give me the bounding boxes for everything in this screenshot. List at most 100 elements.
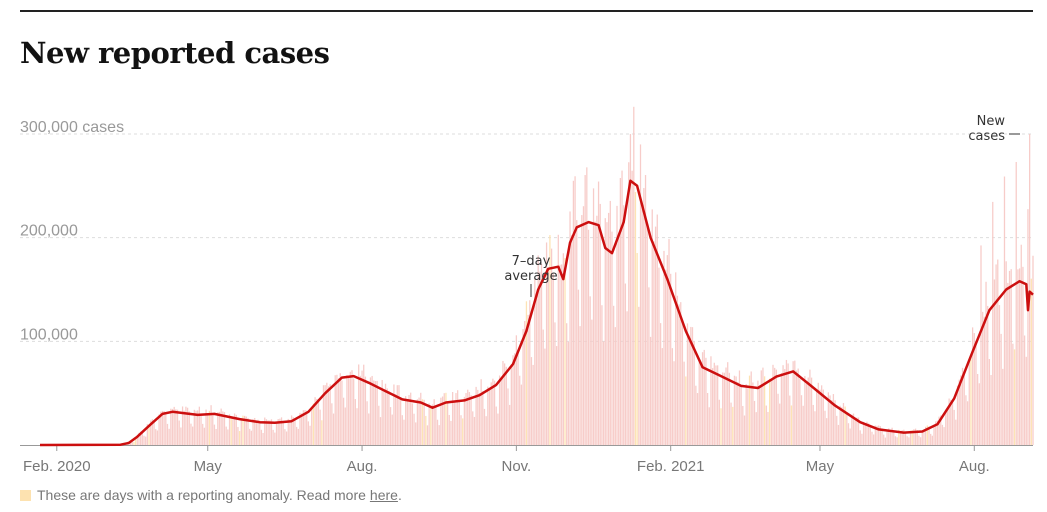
daily-case-bar — [832, 394, 835, 445]
daily-case-bar — [639, 144, 642, 445]
daily-case-bar — [747, 388, 749, 445]
daily-case-bar — [690, 326, 692, 445]
daily-case-bar — [503, 363, 506, 445]
daily-case-bar — [607, 212, 610, 445]
daily-case-bar — [720, 408, 722, 445]
daily-case-bar — [272, 429, 274, 445]
daily-case-bar — [866, 421, 868, 445]
daily-case-bar — [846, 413, 848, 445]
daily-case-bar — [925, 426, 927, 445]
daily-case-bar — [309, 425, 311, 445]
daily-case-bar — [701, 352, 704, 445]
daily-case-bar — [735, 376, 737, 445]
daily-case-bar — [1017, 269, 1019, 445]
daily-case-bar — [757, 380, 759, 445]
daily-case-bar — [192, 426, 194, 445]
daily-case-bar — [878, 425, 880, 445]
daily-case-bar — [956, 385, 959, 445]
x-tick-label: Aug. — [347, 458, 378, 475]
daily-case-bar — [936, 420, 939, 445]
daily-case-bar — [490, 382, 492, 445]
daily-case-bar — [656, 214, 658, 445]
daily-case-bar — [676, 295, 679, 445]
daily-case-bar — [893, 430, 895, 445]
read-more-link[interactable]: here — [369, 487, 398, 503]
daily-case-bar — [225, 426, 227, 445]
daily-case-bar — [312, 403, 315, 445]
daily-case-bar — [659, 323, 662, 445]
daily-case-bar — [685, 376, 687, 445]
daily-case-bar — [1027, 209, 1029, 445]
daily-case-bar — [440, 397, 442, 445]
daily-case-bar — [468, 392, 471, 445]
daily-case-bar — [780, 373, 783, 445]
daily-case-bar — [160, 411, 162, 445]
daily-case-bar — [295, 426, 298, 445]
daily-case-bar — [502, 360, 504, 445]
daily-case-bar — [995, 264, 997, 445]
daily-case-bar — [638, 306, 640, 445]
daily-case-bar — [886, 429, 888, 445]
daily-case-bar — [477, 389, 479, 445]
daily-case-bar — [512, 355, 514, 445]
daily-case-bar — [478, 393, 481, 445]
daily-case-bar — [337, 378, 340, 445]
daily-case-bar — [202, 423, 204, 445]
daily-case-bar — [960, 375, 962, 445]
daily-case-bar — [971, 327, 974, 445]
daily-case-bar — [519, 375, 521, 445]
daily-case-bar — [215, 428, 217, 445]
daily-case-bar — [426, 425, 429, 445]
daily-case-bar — [515, 335, 518, 445]
daily-case-bar — [743, 415, 746, 445]
daily-case-bar — [948, 398, 950, 445]
daily-case-bar — [1032, 255, 1034, 445]
daily-case-bar — [304, 409, 306, 445]
daily-case-bar — [856, 417, 858, 445]
daily-case-bar — [857, 417, 860, 445]
daily-case-bar — [696, 393, 699, 445]
daily-case-bar — [784, 369, 786, 445]
daily-case-bar — [448, 414, 450, 445]
daily-case-bar — [415, 422, 417, 445]
daily-case-bar — [317, 399, 320, 445]
daily-case-bar — [740, 386, 742, 445]
daily-case-bar — [602, 341, 605, 445]
daily-case-bar — [416, 399, 419, 445]
daily-case-bar — [618, 236, 620, 445]
daily-case-bar — [812, 404, 814, 445]
y-tick-label: 100,000 — [20, 326, 78, 343]
daily-case-bar — [867, 423, 870, 445]
daily-case-bar — [790, 405, 793, 445]
daily-case-bar — [987, 305, 989, 445]
daily-case-bar — [965, 395, 967, 445]
daily-case-bar — [542, 329, 544, 445]
daily-case-bar — [423, 399, 425, 445]
daily-case-bar — [458, 399, 460, 445]
daily-case-bar — [500, 379, 502, 445]
daily-case-bar — [492, 378, 494, 445]
daily-case-bar — [839, 405, 841, 445]
daily-case-bar — [718, 399, 720, 445]
daily-case-bar — [1030, 278, 1032, 445]
daily-case-bar — [280, 417, 283, 445]
daily-case-bar — [136, 435, 138, 445]
daily-case-bar — [1003, 176, 1006, 445]
daily-case-bar — [446, 403, 449, 445]
daily-case-bar — [785, 359, 788, 445]
daily-case-bar — [431, 404, 434, 445]
daily-case-bar — [711, 368, 714, 445]
daily-case-bar — [140, 431, 142, 445]
daily-case-bar — [425, 415, 427, 445]
daily-case-bar — [228, 414, 231, 445]
daily-case-bar — [532, 364, 534, 445]
daily-case-bar — [282, 422, 284, 445]
daily-case-bar — [188, 411, 190, 445]
daily-case-bar — [894, 436, 897, 445]
daily-case-bar — [567, 341, 570, 445]
daily-case-bar — [688, 335, 690, 445]
daily-case-bar — [252, 418, 254, 445]
daily-case-bar — [862, 421, 865, 445]
daily-case-bar — [306, 410, 308, 445]
footnote-end: . — [397, 487, 402, 503]
